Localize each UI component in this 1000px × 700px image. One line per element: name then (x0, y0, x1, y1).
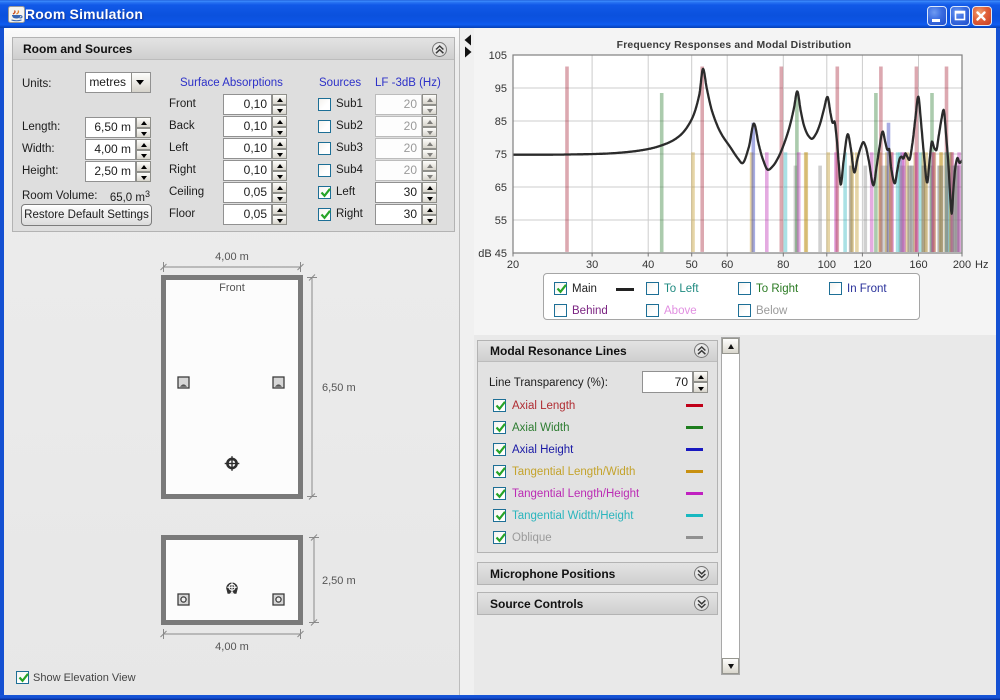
svg-text:6,50 m: 6,50 m (322, 382, 356, 394)
svg-text:95: 95 (495, 83, 507, 95)
svg-text:65: 65 (495, 182, 507, 194)
svg-text:120: 120 (853, 259, 871, 271)
svg-text:2,50 m: 2,50 m (322, 575, 356, 587)
svg-text:55: 55 (495, 215, 507, 227)
svg-text:Front: Front (219, 282, 245, 294)
svg-text:Frequency Responses and Modal: Frequency Responses and Modal Distributi… (617, 40, 852, 51)
svg-text:80: 80 (777, 259, 789, 271)
svg-text:4,00 m: 4,00 m (215, 251, 249, 263)
svg-text:4,00 m: 4,00 m (215, 641, 249, 653)
svg-text:50: 50 (686, 259, 698, 271)
svg-text:75: 75 (495, 149, 507, 161)
svg-text:85: 85 (495, 116, 507, 128)
svg-text:20: 20 (507, 259, 519, 271)
svg-text:Hz: Hz (975, 259, 988, 271)
svg-text:30: 30 (586, 259, 598, 271)
svg-text:dB 45: dB 45 (478, 248, 507, 260)
svg-text:100: 100 (818, 259, 836, 271)
svg-text:200: 200 (953, 259, 971, 271)
svg-text:105: 105 (489, 50, 507, 62)
svg-text:40: 40 (642, 259, 654, 271)
svg-text:160: 160 (909, 259, 927, 271)
svg-text:60: 60 (721, 259, 733, 271)
